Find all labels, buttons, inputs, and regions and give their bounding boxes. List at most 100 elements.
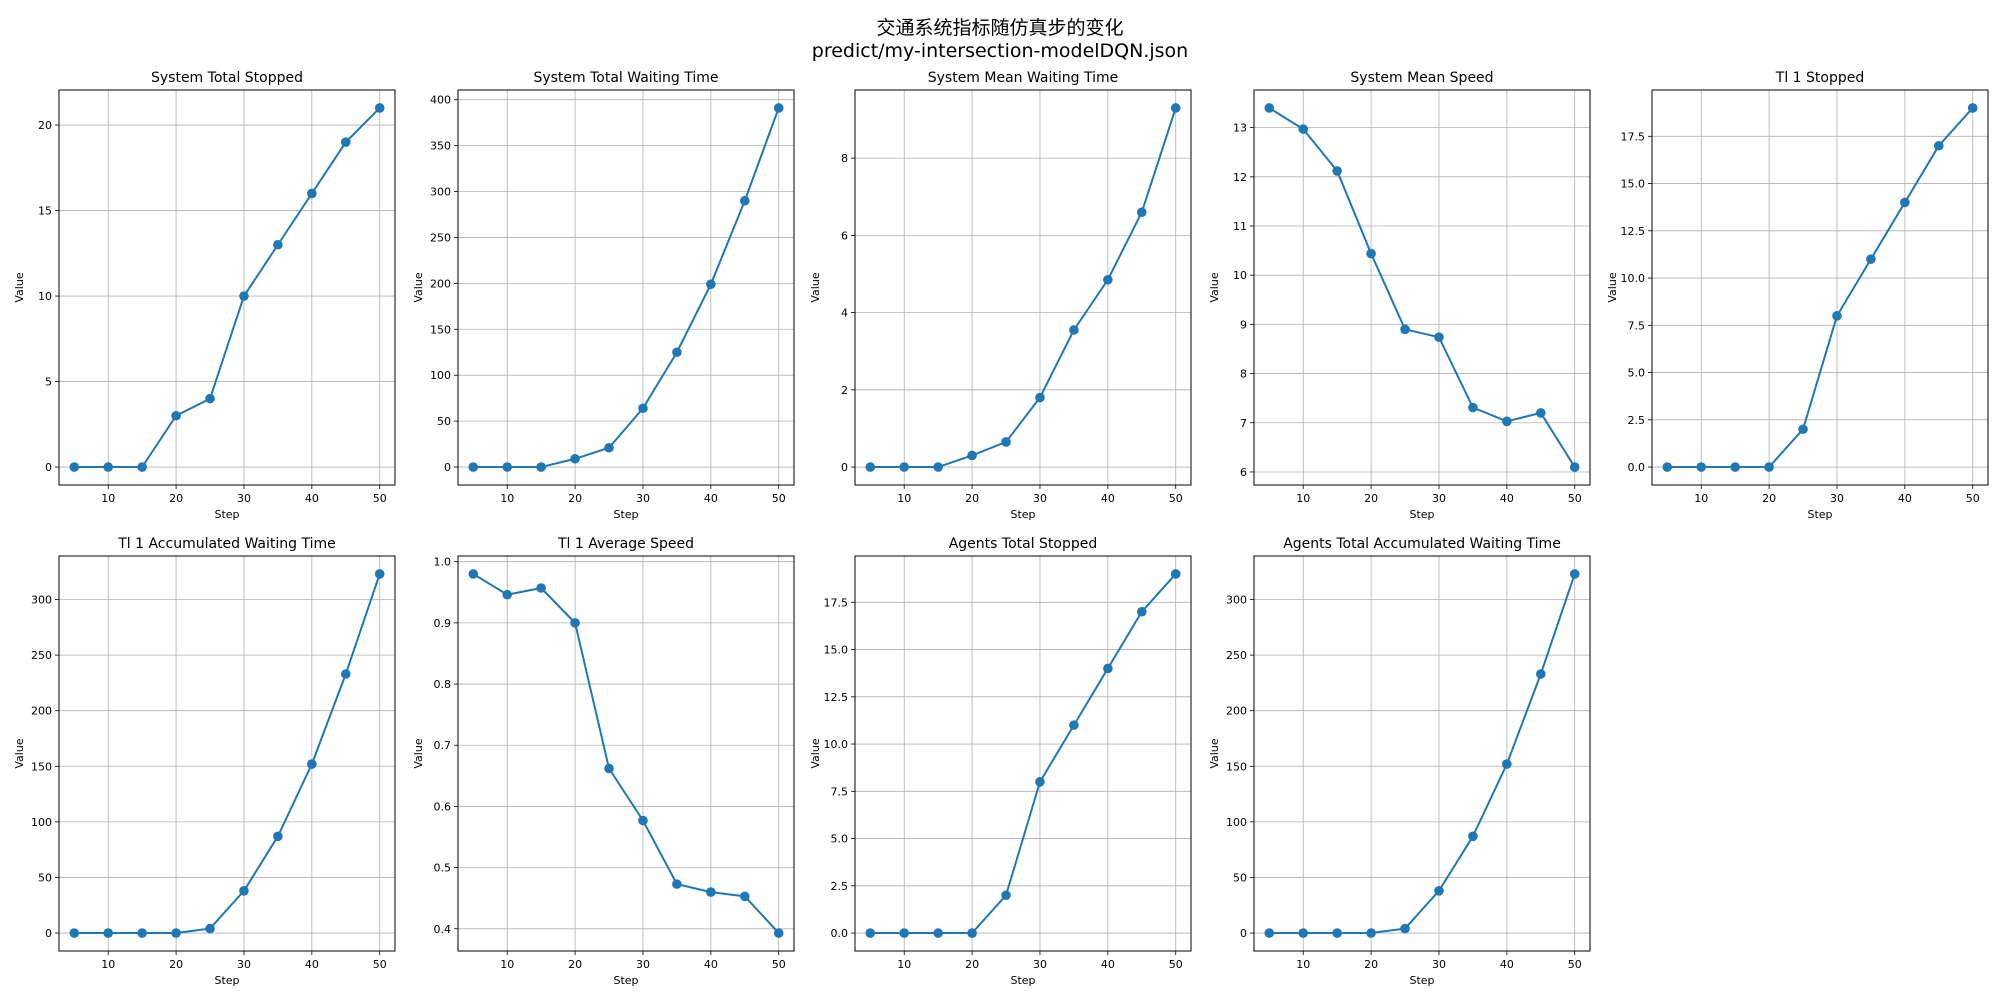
data-point (340, 137, 351, 147)
y-tick-label: 4 (841, 307, 848, 320)
data-point (1967, 103, 1978, 113)
data-point (1764, 462, 1774, 472)
data-point (638, 403, 648, 414)
x-axis-label: Step (1409, 508, 1434, 521)
data-point (1933, 140, 1944, 151)
plot-frame (457, 555, 795, 952)
data-point (1332, 928, 1342, 938)
x-tick-label: 40 (1898, 492, 1912, 505)
data-point (171, 928, 181, 938)
y-tick-label: 100 (1226, 816, 1247, 829)
y-axis-label: Value (13, 738, 26, 768)
x-tick-label: 50 (1568, 492, 1582, 505)
y-tick-label: 250 (430, 231, 451, 244)
y-tick-label: 13 (1233, 122, 1247, 135)
data-point (1468, 831, 1478, 842)
x-tick-label: 10 (1296, 492, 1310, 505)
data-point (1569, 569, 1580, 579)
data-point (273, 239, 283, 250)
data-point (273, 831, 283, 842)
y-tick-label: 5.0 (831, 833, 849, 846)
y-tick-label: 1.0 (434, 556, 452, 569)
y-tick-label: 0.0 (831, 927, 849, 940)
data-point (468, 569, 479, 579)
y-tick-label: 250 (31, 649, 52, 662)
y-axis-label: Value (412, 272, 425, 302)
x-tick-label: 30 (1033, 958, 1047, 971)
y-tick-label: 7.5 (831, 785, 849, 798)
x-tick-label: 20 (568, 492, 582, 505)
data-point (536, 583, 546, 593)
data-point (1298, 124, 1309, 134)
x-tick-label: 10 (500, 958, 514, 971)
data-point (967, 450, 977, 461)
x-axis-label: Step (1409, 974, 1434, 987)
data-point (1103, 274, 1113, 285)
data-point (1696, 462, 1707, 472)
x-tick-label: 30 (1432, 492, 1446, 505)
data-point (706, 887, 716, 897)
subplot-1: 10 20 30 40 50 0 5 10 15 20 System Total Stopped St… (13, 70, 396, 521)
y-tick-label: 0.5 (434, 862, 452, 875)
data-point (1434, 332, 1444, 342)
subplot-title: Agents Total Stopped (949, 536, 1098, 552)
y-tick-label: 50 (437, 415, 451, 428)
x-tick-label: 40 (1101, 492, 1115, 505)
y-tick-label: 6 (1240, 466, 1247, 479)
x-tick-label: 30 (237, 958, 251, 971)
y-tick-label: 300 (430, 186, 451, 199)
subplot-title: System Total Stopped (151, 70, 303, 86)
y-tick-label: 200 (430, 277, 451, 290)
x-tick-label: 50 (1169, 492, 1183, 505)
y-tick-label: 7.5 (1628, 319, 1646, 332)
plot-frame (854, 555, 1192, 952)
data-point (865, 462, 876, 472)
y-axis-label: Value (1208, 738, 1221, 768)
subplot-title: System Mean Waiting Time (928, 70, 1119, 86)
x-tick-label: 40 (1500, 492, 1514, 505)
y-tick-label: 12.5 (824, 691, 849, 704)
x-axis-label: Step (613, 508, 638, 521)
y-tick-label: 0 (45, 927, 52, 940)
data-point (536, 462, 546, 472)
y-tick-label: 2.5 (1628, 414, 1646, 427)
x-tick-label: 10 (1296, 958, 1310, 971)
data-point (1035, 777, 1045, 787)
series-line (870, 107, 1177, 469)
data-point (1502, 416, 1512, 427)
data-point (967, 928, 977, 938)
data-point (570, 453, 580, 464)
figure-title: 交通系统指标随仿真步的变化 (876, 17, 1124, 39)
data-point (1264, 928, 1275, 938)
data-point (1662, 462, 1673, 472)
subplot-2: 10 20 30 40 50 0 50 100 150 200 250 300 350 400 System… (412, 70, 795, 521)
data-point (604, 763, 614, 774)
subplot-5: 10 20 30 40 50 0.0 2.5 5.0 7.5 10.0 12.5 15.0 17.5 Tl… (1606, 70, 1989, 521)
x-tick-label: 40 (704, 958, 718, 971)
x-tick-label: 20 (965, 492, 979, 505)
y-tick-label: 10 (1233, 269, 1247, 282)
y-tick-label: 6 (841, 229, 848, 242)
x-tick-label: 40 (305, 958, 319, 971)
data-point (239, 885, 249, 896)
y-tick-label: 250 (1226, 649, 1247, 662)
series-line (74, 573, 381, 935)
subplot-7: 10 20 30 40 50 0.4 0.5 0.6 0.7 0.8 0.9 1.0 Tl 1 Aver… (412, 536, 795, 987)
x-tick-label: 20 (568, 958, 582, 971)
data-point (1400, 923, 1410, 934)
series-line (473, 107, 780, 469)
y-tick-label: 0 (1240, 927, 1247, 940)
data-point (672, 879, 682, 889)
x-tick-label: 50 (772, 492, 786, 505)
data-point (502, 462, 513, 472)
y-tick-label: 8 (841, 152, 848, 165)
data-point (205, 393, 215, 404)
x-tick-label: 20 (169, 958, 183, 971)
y-tick-label: 11 (1233, 220, 1247, 233)
y-tick-label: 300 (1226, 594, 1247, 607)
y-tick-label: 150 (1226, 760, 1247, 773)
x-tick-label: 40 (305, 492, 319, 505)
subplot-4: 10 20 30 40 50 6 7 8 9 10 11 12 13 System Mean Speed S… (1208, 70, 1591, 521)
data-point (171, 410, 181, 421)
y-tick-label: 0.6 (434, 800, 452, 813)
